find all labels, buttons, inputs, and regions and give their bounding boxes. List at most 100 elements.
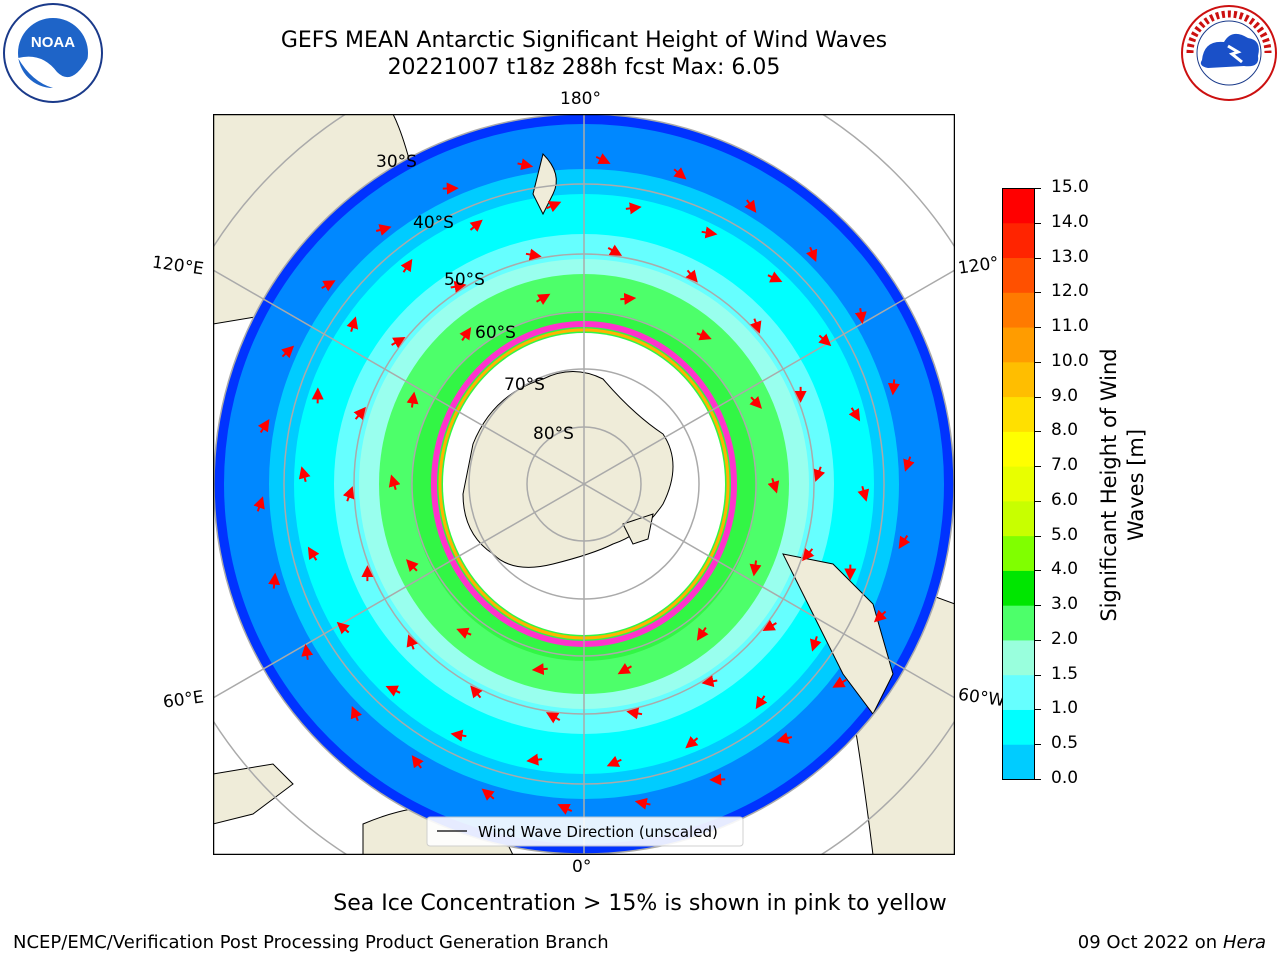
lon-label-left-lower: 60°E (161, 687, 206, 713)
colorbar-tick-label: 15.0 (1051, 177, 1089, 197)
noaa-logo-text: NOAA (31, 34, 75, 51)
colorbar-tick-mark (1035, 744, 1041, 746)
colorbar-tick-label: 5.0 (1051, 524, 1079, 545)
colorbar-tick-mark (1035, 709, 1041, 711)
wave-direction-arrow (456, 627, 472, 639)
wave-direction-arrow (595, 153, 611, 164)
colorbar-bin (1002, 362, 1035, 398)
colorbar-title: Significant Height of Wind Waves [m] (1093, 185, 1153, 785)
colorbar-tick-mark (1035, 396, 1041, 398)
wave-direction-arrow (298, 466, 311, 482)
wave-direction-arrow (525, 248, 542, 261)
colorbar-tick-mark (1035, 605, 1041, 607)
wave-direction-arrow (617, 663, 632, 675)
wave-direction-arrow (536, 293, 551, 305)
wave-direction-arrow (898, 535, 911, 549)
colorbar-tick-mark (1035, 292, 1041, 294)
colorbar-tick-mark (1035, 674, 1041, 676)
colorbar-bin (1002, 397, 1035, 433)
wave-direction-arrow (854, 308, 867, 325)
colorbar-tick-label: 1.5 (1051, 663, 1079, 684)
wave-direction-arrow (400, 258, 413, 273)
noaa-logo: NOAA (3, 3, 103, 103)
lat-label-70: 70°S (504, 375, 545, 395)
map-legend: Wind Wave Direction (unscaled) (426, 816, 744, 847)
colorbar-title-line1: Significant Height of Wind (1097, 348, 1121, 622)
wave-direction-arrow (685, 736, 699, 749)
footer-left: NCEP/EMC/Verification Post Processing Pr… (13, 932, 609, 953)
wave-direction-arrow (375, 224, 392, 236)
colorbar-tick-label: 7.0 (1051, 455, 1079, 476)
wave-direction-arrow (625, 202, 642, 215)
sea-ice-note: Sea Ice Concentration > 15% is shown in … (333, 891, 947, 916)
wave-direction-arrow (268, 572, 281, 589)
colorbar-tick-label: 2.0 (1051, 628, 1079, 649)
colorbar-tick-mark (1035, 188, 1041, 189)
wave-direction-arrow (531, 663, 548, 676)
colorbar-bin (1002, 709, 1035, 746)
wave-direction-arrow (813, 466, 826, 482)
wave-direction-arrow (806, 246, 818, 263)
colorbar-tick-label: 11.0 (1051, 316, 1089, 337)
wave-direction-arrow (696, 627, 709, 641)
wave-direction-arrow (873, 609, 887, 623)
wave-direction-arrow (903, 456, 915, 472)
colorbar-bin (1002, 501, 1035, 537)
wave-direction-arrow (802, 548, 815, 562)
figure-title-line2: 20221007 t18z 288h fcst Max: 6.05 (387, 55, 781, 80)
colorbar-tick-mark (1035, 535, 1041, 537)
wind-wave-direction-arrows (253, 153, 915, 815)
colorbar-tick-mark (1035, 361, 1041, 363)
wave-direction-arrow (526, 753, 543, 766)
colorbar-bin (1002, 605, 1035, 641)
wave-direction-arrow (346, 316, 359, 332)
lon-label-left-upper: 120°E (150, 252, 205, 280)
wave-direction-arrow (626, 707, 643, 720)
wave-direction-arrow (701, 226, 718, 239)
wave-direction-arrow (281, 345, 295, 359)
colorbar-title-line2: Waves [m] (1124, 428, 1148, 542)
colorbar-tick-label: 8.0 (1051, 420, 1079, 441)
colorbar-bin (1002, 536, 1035, 572)
colorbar-tick-mark (1035, 257, 1041, 259)
colorbar-bin (1002, 640, 1035, 676)
colorbar-bin (1002, 292, 1035, 329)
wave-direction-arrow (517, 158, 534, 171)
colorbar-tick-mark (1035, 327, 1041, 329)
wave-direction-arrow (685, 269, 698, 283)
colorbar-tick-label: 12.0 (1051, 281, 1089, 302)
polar-map: Wind Wave Direction (unscaled) (213, 114, 955, 855)
colorbar-bin (1002, 744, 1035, 780)
colorbar-tick-label: 9.0 (1051, 385, 1079, 406)
wave-direction-arrow (388, 474, 401, 491)
wave-direction-arrow (406, 391, 419, 408)
wave-direction-arrow (634, 797, 651, 810)
colorbar-bin (1002, 258, 1035, 294)
wave-direction-arrow (557, 804, 573, 815)
wave-direction-arrow (301, 643, 314, 660)
colorbar-tick-mark (1035, 431, 1041, 433)
wave-direction-arrow (696, 329, 712, 341)
figure-title-line1: GEFS MEAN Antarctic Significant Height o… (280, 28, 888, 53)
wave-direction-arrow (762, 619, 777, 632)
colorbar-tick-label: 6.0 (1051, 489, 1079, 510)
lon-label-right-upper: 120° (956, 253, 1001, 279)
colorbar-tick-label: 13.0 (1051, 246, 1089, 267)
wave-direction-arrow (607, 244, 623, 256)
lon-label-right-lower: 60°W (956, 684, 1007, 712)
wave-direction-arrow (546, 201, 562, 213)
wave-direction-arrow (342, 486, 355, 502)
lat-label-60: 60°S (475, 323, 516, 343)
wave-direction-arrow (411, 755, 424, 769)
colorbar-tick-mark (1035, 639, 1041, 641)
lon-label-bottom: 0° (572, 857, 592, 877)
map-legend-text: Wind Wave Direction (unscaled) (478, 823, 718, 841)
wave-direction-arrow (450, 280, 467, 293)
wave-direction-arrow (755, 695, 768, 710)
colorbar-bin (1002, 570, 1035, 607)
wave-direction-arrow (809, 636, 822, 652)
wave-direction-arrow (887, 379, 900, 396)
wave-direction-arrow (257, 419, 270, 433)
lon-label-top: 180° (560, 89, 601, 109)
colorbar-bin (1002, 675, 1035, 711)
